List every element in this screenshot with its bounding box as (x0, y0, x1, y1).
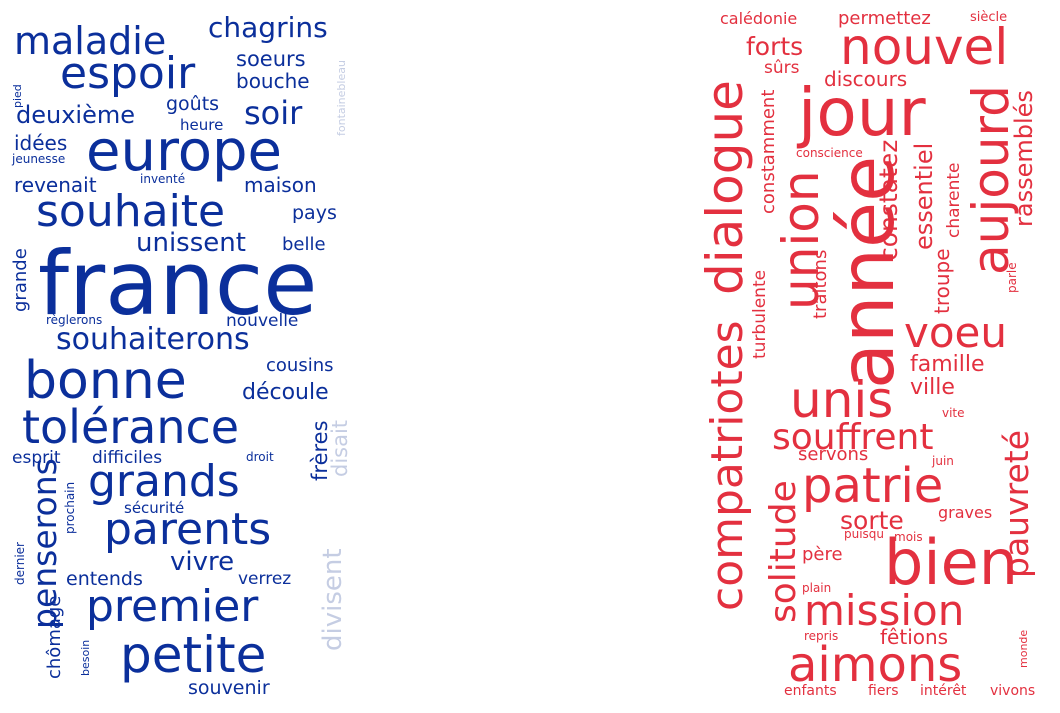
word-souffrent: souffrent (772, 417, 934, 458)
word-plain: plain (802, 581, 832, 595)
word-chagrins: chagrins (208, 11, 328, 44)
word-maladie: maladie (14, 19, 167, 63)
word-petite: petite (120, 626, 267, 684)
word-parle: parle (1005, 262, 1019, 293)
word-mois: mois (894, 530, 923, 544)
word-repris: repris (804, 629, 839, 643)
word-compatriotes: compatriotes (702, 320, 753, 611)
word-disait: disait (328, 419, 352, 477)
word-reglerons: règlerons (46, 313, 103, 327)
word-traitons: traitons (810, 249, 831, 319)
word-entends: entends (66, 568, 143, 590)
word-bonne: bonne (24, 351, 187, 411)
word-bien: bien (884, 526, 1019, 599)
word-charente: charente (944, 162, 964, 238)
word-essentiel: essentiel (910, 142, 938, 250)
word-grands: grands (88, 456, 240, 507)
word-nouvelle: nouvelle (226, 311, 299, 331)
word-grande: grande (10, 248, 31, 312)
word-fontainebleau: fontainebleau (335, 60, 348, 136)
word-unis: unis (790, 371, 894, 429)
word-parents: parents (104, 504, 272, 555)
word-jeunesse: jeunesse (12, 152, 66, 166)
word-souvenir: souvenir (188, 677, 270, 699)
word-besoin: besoin (79, 639, 92, 676)
word-esprit: esprit (12, 448, 61, 468)
word-pays: pays (292, 202, 337, 224)
word-decoule: découle (242, 380, 329, 405)
word-cousins: cousins (266, 355, 334, 376)
word-voeu: voeu (904, 308, 1008, 357)
word-siecle: siècle (970, 10, 1008, 25)
word-surs: sûrs (764, 58, 800, 78)
word-jour: jour (798, 74, 926, 151)
word-dernier: dernier (13, 542, 27, 585)
word-aujourd: aujourd (962, 85, 1020, 275)
word-unissent: unissent (136, 228, 246, 258)
word-juin: juin (932, 454, 954, 468)
word-enfants: enfants (784, 683, 837, 699)
word-permettez: permettez (838, 8, 931, 29)
word-securite: sécurité (124, 499, 185, 517)
word-ville: ville (910, 375, 955, 400)
word-chomage: chômage (44, 595, 65, 679)
word-solitude: solitude (763, 480, 804, 623)
word-aimons: aimons (788, 637, 963, 693)
word-dialogue: dialogue (700, 80, 754, 295)
word-patrie: patrie (802, 458, 944, 514)
word-vite: vite (942, 406, 965, 420)
word-vivons: vivons (990, 683, 1036, 699)
word-droit: droit (246, 450, 274, 464)
word-conscience: conscience (796, 146, 863, 160)
word-constatez: constatez (874, 139, 903, 261)
word-nouvel: nouvel (840, 18, 1009, 76)
word-interet: intérêt (920, 683, 967, 699)
word-deuxieme: deuxième (16, 101, 135, 129)
word-tolerance: tolérance (22, 400, 240, 454)
word-premier: premier (86, 581, 259, 632)
word-monde: monde (1017, 629, 1030, 668)
word-souhaite: souhaite (36, 186, 226, 237)
word-puisqu: puisqu (844, 527, 885, 541)
word-europe: europe (86, 119, 282, 184)
word-cloud-left: maladie chagrins espoir soeurs bouche pied fon… (0, 0, 355, 713)
word-invente: inventé (140, 172, 186, 186)
word-sorte: sorte (840, 506, 904, 535)
word-soir: soir (244, 94, 303, 132)
word-belle: belle (282, 234, 326, 255)
word-caledonie: calédonie (720, 9, 798, 28)
word-vivre: vivre (170, 547, 235, 577)
word-famille: famille (910, 352, 985, 377)
word-fetions: fêtions (880, 625, 949, 649)
word-souhaiterons: souhaiterons (56, 322, 250, 357)
word-heure: heure (180, 116, 224, 134)
word-idees: idées (14, 131, 68, 155)
word-troupe: troupe (930, 248, 954, 314)
word-fiers: fiers (868, 683, 899, 699)
word-pere: père (802, 544, 843, 565)
word-forts: forts (746, 32, 804, 61)
word-divisent: divisent (318, 548, 348, 651)
word-bouche: bouche (236, 69, 310, 93)
word-servons: servons (798, 444, 869, 465)
word-soeurs: soeurs (236, 47, 306, 71)
word-prochain: prochain (63, 481, 77, 534)
word-gouts: goûts (166, 93, 220, 115)
word-verrez: verrez (238, 569, 292, 589)
word-maison: maison (244, 173, 317, 197)
word-espoir: espoir (60, 48, 196, 99)
word-mission: mission (804, 586, 965, 635)
word-rassembles: rassemblés (1010, 90, 1038, 227)
word-revenait: revenait (14, 173, 97, 197)
word-france: france (38, 232, 318, 335)
word-turbulente: turbulente (750, 269, 770, 359)
word-cloud-right: calédonie permettez siècle nouvel forts sûrs d… (700, 0, 1040, 713)
word-graves: graves (938, 503, 993, 522)
word-difficiles: difficiles (92, 448, 163, 468)
word-discours: discours (824, 67, 908, 91)
